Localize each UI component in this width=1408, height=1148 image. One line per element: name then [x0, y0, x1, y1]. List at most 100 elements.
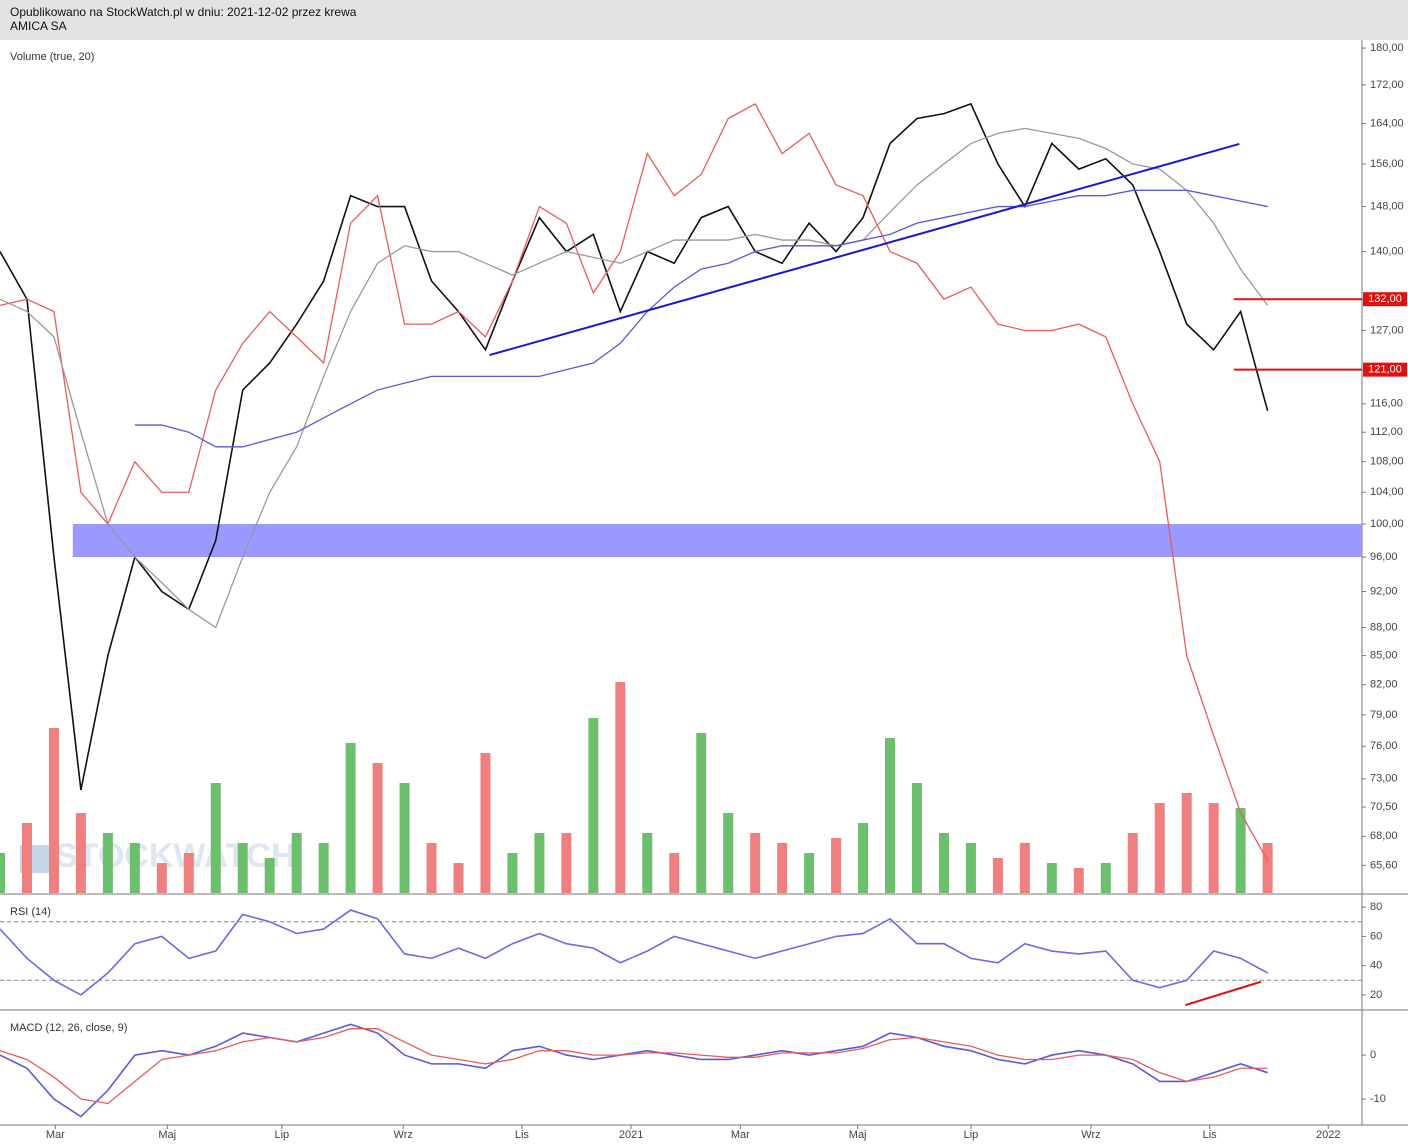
volume-bar	[507, 853, 518, 893]
y-tick-label: 65,60	[1370, 859, 1398, 871]
y-tick-label: 172,00	[1370, 79, 1404, 91]
y-tick-label: 60	[1370, 930, 1382, 942]
y-tick-label: 100,00	[1370, 518, 1404, 530]
series-line	[0, 102, 1269, 791]
y-tick-label: 116,00	[1370, 398, 1403, 410]
volume-bar	[399, 783, 410, 893]
volume-bar	[156, 863, 167, 893]
volume-bar	[669, 853, 680, 893]
series-line	[0, 1023, 1268, 1118]
x-tick-label: 2022	[1316, 1129, 1340, 1141]
volume-bar	[102, 833, 113, 893]
y-tick-label: 20	[1370, 989, 1382, 1001]
x-tick-label: Maj	[158, 1129, 176, 1141]
volume-bar	[0, 853, 5, 893]
level-label: 132,00	[1368, 293, 1402, 305]
y-tick-label: 127,00	[1370, 324, 1404, 336]
header-bar	[0, 0, 1408, 40]
volume-bar	[561, 833, 572, 893]
volume-bar	[345, 743, 356, 893]
volume-bar	[453, 863, 464, 893]
volume-bar	[965, 843, 976, 893]
x-tick-label: Wrz	[1081, 1129, 1100, 1141]
volume-bar	[831, 838, 842, 893]
volume-bar	[237, 843, 248, 893]
panel-title: RSI (14)	[10, 906, 51, 918]
volume-bar	[129, 843, 140, 893]
volume-bar	[1019, 843, 1030, 893]
y-tick-label: 180,00	[1370, 42, 1404, 54]
y-tick-label: 108,00	[1370, 456, 1404, 468]
volume-bar	[992, 858, 1003, 893]
volume-bar	[1262, 843, 1273, 893]
x-tick-label: Maj	[849, 1129, 867, 1141]
volume-bar	[48, 728, 59, 893]
series-line	[0, 127, 1269, 629]
level-label-bg	[1363, 292, 1407, 307]
y-tick-label: 164,00	[1370, 117, 1404, 129]
volume-bar	[885, 738, 896, 893]
y-tick-label: 112,00	[1370, 426, 1403, 438]
volume-bar	[911, 783, 922, 893]
y-tick-label: 76,00	[1370, 740, 1398, 752]
y-tick-label: 104,00	[1370, 486, 1404, 498]
volume-bar	[426, 843, 437, 893]
y-tick-label: 148,00	[1370, 200, 1404, 212]
y-tick-label: 82,00	[1370, 679, 1398, 691]
y-tick-label: 96,00	[1370, 551, 1398, 563]
watermark: STOCKWATCH	[55, 837, 296, 875]
volume-bar	[1208, 803, 1219, 893]
y-tick-label: 40	[1370, 960, 1382, 972]
y-tick-label: 70,50	[1370, 801, 1398, 813]
volume-bar	[480, 753, 491, 893]
x-tick-label: 2021	[619, 1129, 643, 1141]
panel-title: Volume (true, 20)	[10, 51, 94, 63]
volume-bar	[858, 823, 869, 893]
divergence	[1185, 980, 1262, 1006]
volume-bar	[372, 763, 383, 893]
volume-bar	[75, 813, 86, 893]
series-line	[134, 189, 1268, 448]
volume-bar	[264, 858, 275, 893]
volume-bar	[1181, 793, 1192, 893]
x-tick-label: Mar	[731, 1129, 750, 1141]
volume-bar	[210, 783, 221, 893]
volume-bar	[291, 833, 302, 893]
panel-title: MACD (12, 26, close, 9)	[10, 1022, 127, 1034]
volume-bar	[696, 733, 707, 893]
y-tick-label: 140,00	[1370, 245, 1404, 257]
volume-bar	[1046, 863, 1057, 893]
volume-bar	[183, 853, 194, 893]
volume-bar	[588, 718, 599, 893]
volume-bar	[534, 833, 545, 893]
x-tick-label: Lip	[964, 1129, 979, 1141]
level-label: 121,00	[1368, 364, 1402, 376]
y-tick-label: 85,00	[1370, 650, 1398, 662]
x-tick-label: Mar	[46, 1129, 65, 1141]
y-tick-label: 73,00	[1370, 773, 1398, 785]
volume-bar	[804, 853, 815, 893]
x-tick-label: Lis	[1203, 1129, 1218, 1141]
published-note: Opublikowano na StockWatch.pl w dniu: 20…	[10, 5, 357, 19]
volume-bar	[750, 833, 761, 893]
y-tick-label: 92,00	[1370, 585, 1398, 597]
y-tick-label: 80	[1370, 901, 1382, 913]
instrument-name: AMICA SA	[10, 19, 67, 33]
volume-bar	[723, 813, 734, 893]
volume-bar	[938, 833, 949, 893]
chart-bg	[0, 40, 1408, 1143]
trend-line	[489, 142, 1240, 357]
volume-bar	[1235, 808, 1246, 893]
x-tick-label: Lis	[515, 1129, 530, 1141]
series-line	[0, 909, 1268, 996]
price-band	[72, 524, 1362, 558]
series-line	[0, 1028, 1268, 1105]
series-line	[0, 103, 1269, 861]
volume-bar	[1127, 833, 1138, 893]
volume-bar	[1154, 803, 1165, 893]
y-tick-label: 0	[1370, 1049, 1376, 1061]
volume-bar	[318, 843, 329, 893]
volume-bar	[1073, 868, 1084, 893]
y-tick-label: -10	[1370, 1093, 1386, 1105]
